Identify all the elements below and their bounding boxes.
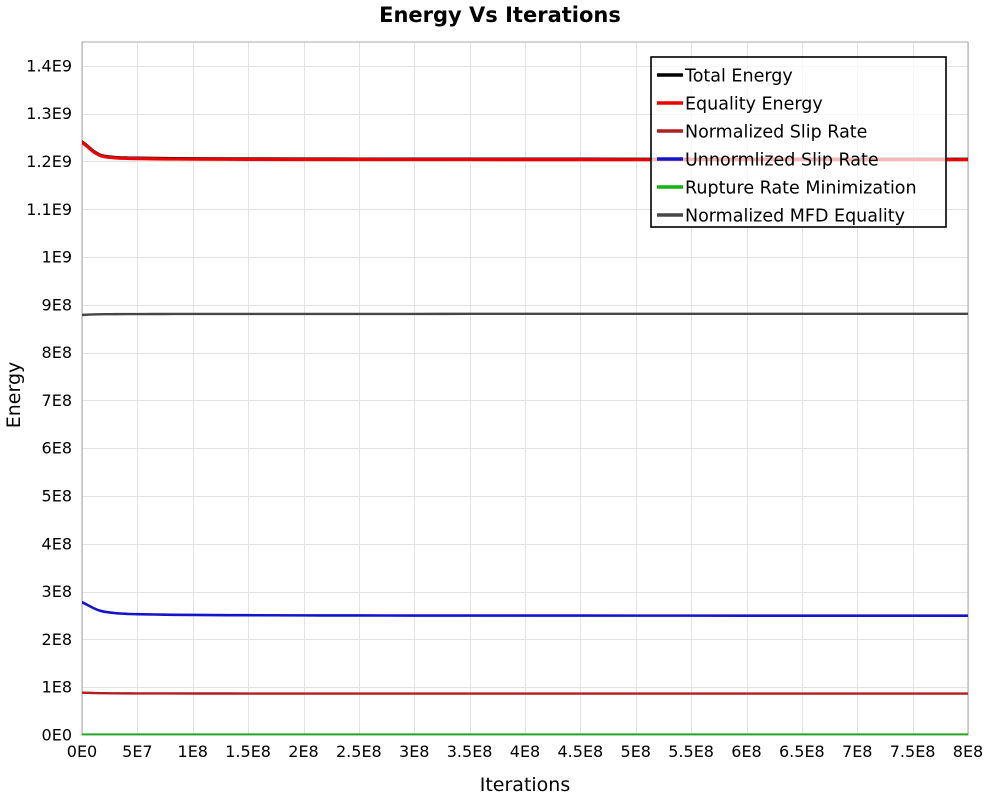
x-tick-label: 4E8 (510, 742, 540, 761)
legend-item-label: Equality Energy (685, 95, 823, 115)
x-tick-label: 1E8 (178, 742, 208, 761)
x-tick-label: 7E8 (842, 742, 872, 761)
series-line-3 (82, 600, 968, 617)
x-tick-label: 6.5E8 (779, 742, 825, 761)
legend-item-label: Unnormlized Slip Rate (685, 151, 879, 171)
y-tick-label: 1.4E9 (26, 56, 72, 75)
x-tick-label: 3.5E8 (447, 742, 493, 761)
y-axis-title: Energy (3, 362, 25, 429)
y-tick-label: 1.2E9 (26, 152, 72, 171)
y-tick-label: 1E9 (42, 248, 72, 267)
x-tick-label: 5.5E8 (668, 742, 714, 761)
legend-item-label: Rupture Rate Minimization (685, 179, 917, 199)
x-tick-label: 2.5E8 (336, 742, 382, 761)
x-axis-tick-labels: 0E0 5E7 1E8 1.5E8 2E8 2.5E8 3E8 3.5E8 4E8 4.5E8 5E… (67, 742, 983, 761)
legend-item-3[interactable]: Unnormlized Slip Rate (657, 151, 879, 171)
legend-item-label: Total Energy (684, 67, 793, 87)
legend-item-label: Normalized MFD Equality (685, 207, 905, 227)
y-tick-label: 9E8 (42, 295, 72, 314)
y-tick-label: 0E0 (42, 726, 72, 745)
y-tick-label: 8E8 (42, 343, 72, 362)
legend-background (650, 56, 947, 228)
legend-item-2[interactable]: Normalized Slip Rate (657, 123, 867, 143)
legend-item-1[interactable]: Equality Energy (657, 95, 823, 115)
y-tick-label: 5E8 (42, 487, 72, 506)
legend-item-label: Normalized Slip Rate (685, 123, 867, 143)
y-tick-label: 1E8 (42, 678, 72, 697)
legend-item-4[interactable]: Rupture Rate Minimization (657, 179, 917, 199)
chart-title: Energy Vs Iterations (379, 3, 621, 27)
y-tick-label: 1.1E9 (26, 200, 72, 219)
x-tick-label: 4.5E8 (558, 742, 604, 761)
y-tick-label: 1.3E9 (26, 104, 72, 123)
legend-item-0[interactable]: Total Energy (657, 67, 793, 87)
y-tick-label: 6E8 (42, 439, 72, 458)
y-axis-tick-labels: 0E0 1E8 2E8 3E8 4E8 5E8 6E8 7E8 8E8 9E8 1E9 1.1E9 1.… (26, 56, 72, 744)
x-axis-title: Iterations (480, 774, 571, 796)
y-tick-label: 2E8 (42, 630, 72, 649)
x-tick-label: 8E8 (953, 742, 983, 761)
x-tick-label: 6E8 (731, 742, 761, 761)
y-tick-label: 3E8 (42, 582, 72, 601)
chart-legend[interactable]: Total Energy Equality Energy Normalized Sl… (650, 56, 947, 228)
legend-item-5[interactable]: Normalized MFD Equality (657, 207, 905, 227)
x-tick-label: 7.5E8 (890, 742, 936, 761)
x-tick-label: 0E0 (67, 742, 97, 761)
x-tick-label: 1.5E8 (225, 742, 271, 761)
y-tick-label: 7E8 (42, 391, 72, 410)
x-tick-label: 5E8 (621, 742, 651, 761)
x-tick-label: 5E7 (122, 742, 152, 761)
x-tick-label: 2E8 (288, 742, 318, 761)
series-line-2 (82, 691, 968, 695)
series-line-5 (82, 312, 968, 317)
x-tick-label: 3E8 (399, 742, 429, 761)
y-tick-label: 4E8 (42, 534, 72, 553)
